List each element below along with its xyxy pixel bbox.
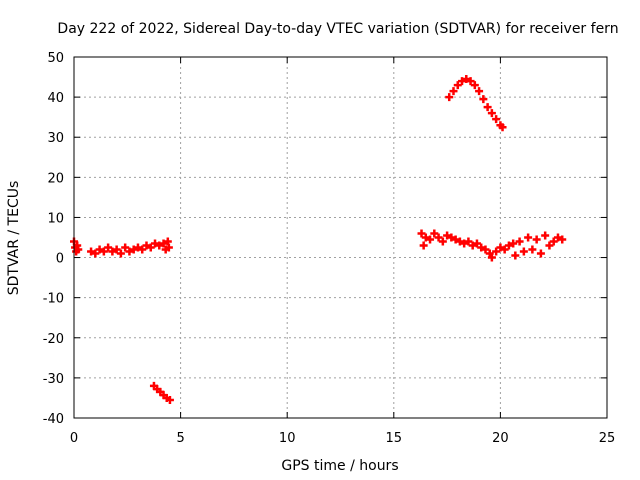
data-point: [545, 241, 554, 250]
data-point: [129, 245, 138, 254]
data-point: [451, 235, 460, 244]
data-point: [487, 109, 496, 118]
data-point: [470, 81, 479, 90]
data-point: [511, 251, 520, 260]
data-point: [466, 77, 475, 86]
y-tick-label: -30: [43, 372, 64, 387]
data-point: [464, 237, 473, 246]
data-point: [426, 235, 435, 244]
data-point: [504, 241, 513, 250]
data-point: [151, 239, 160, 248]
data-point: [165, 395, 174, 404]
y-tick-label: -40: [43, 412, 64, 427]
data-point: [112, 245, 121, 254]
data-point: [449, 87, 458, 96]
data-point: [121, 243, 130, 252]
x-tick-label: 0: [70, 431, 78, 446]
data-point: [104, 243, 113, 252]
x-tick-label: 5: [176, 431, 184, 446]
data-point: [558, 235, 567, 244]
data-point: [475, 87, 484, 96]
y-tick-label: -20: [43, 332, 64, 347]
data-point: [500, 245, 509, 254]
data-point: [492, 247, 501, 256]
x-tick-label: 20: [492, 431, 509, 446]
data-point: [477, 243, 486, 252]
x-axis-label: GPS time / hours: [281, 458, 398, 474]
y-axis-label: SDTVAR / TECUs: [6, 181, 22, 296]
data-point: [553, 233, 562, 242]
data-point: [536, 249, 545, 258]
data-point: [443, 231, 452, 240]
data-point: [498, 123, 507, 132]
data-point: [462, 75, 471, 84]
grid-lines: [74, 57, 607, 418]
x-tick-label: 15: [386, 431, 403, 446]
data-point: [155, 241, 164, 250]
data-point: [460, 239, 469, 248]
data-points: [70, 75, 567, 404]
data-point: [159, 239, 168, 248]
data-point: [519, 247, 528, 256]
data-point: [468, 241, 477, 250]
data-point: [146, 243, 155, 252]
data-point: [455, 237, 464, 246]
data-point: [447, 233, 456, 242]
y-tick-label: 0: [56, 252, 64, 267]
data-point: [108, 247, 117, 256]
chart-title: Day 222 of 2022, Sidereal Day-to-day VTE…: [57, 21, 618, 37]
data-point: [434, 233, 443, 242]
y-tick-label: 40: [47, 91, 64, 106]
data-point: [419, 241, 428, 250]
data-point: [485, 249, 494, 258]
data-point: [421, 233, 430, 242]
data-point: [515, 237, 524, 246]
data-point: [509, 239, 518, 248]
x-tick-label: 10: [279, 431, 296, 446]
y-tick-label: 10: [47, 211, 64, 226]
data-point: [438, 237, 447, 246]
data-point: [138, 245, 147, 254]
data-point: [125, 247, 134, 256]
data-point: [74, 245, 83, 254]
data-point: [472, 239, 481, 248]
data-point: [479, 95, 488, 104]
y-tick-label: -10: [43, 292, 64, 307]
y-tick-label: 30: [47, 131, 64, 146]
y-tick-label: 20: [47, 171, 64, 186]
data-point: [164, 243, 173, 252]
data-point: [458, 77, 467, 86]
data-point: [549, 237, 558, 246]
data-point: [528, 245, 537, 254]
data-point: [492, 115, 501, 124]
data-point: [487, 253, 496, 262]
plot-frame: [73, 56, 608, 419]
data-point: [95, 245, 104, 254]
data-point: [99, 247, 108, 256]
data-point: [445, 93, 454, 102]
data-point: [430, 229, 439, 238]
data-point: [116, 249, 125, 258]
data-point: [481, 245, 490, 254]
data-point: [524, 233, 533, 242]
data-point: [91, 249, 100, 258]
data-point: [142, 241, 151, 250]
data-point: [453, 81, 462, 90]
data-point: [483, 103, 492, 112]
x-tick-label: 25: [599, 431, 616, 446]
data-point: [541, 231, 550, 240]
y-tick-label: 50: [47, 51, 64, 66]
data-point: [417, 229, 426, 238]
data-point: [496, 243, 505, 252]
data-point: [133, 243, 142, 252]
data-point: [87, 247, 96, 256]
data-point: [532, 235, 541, 244]
